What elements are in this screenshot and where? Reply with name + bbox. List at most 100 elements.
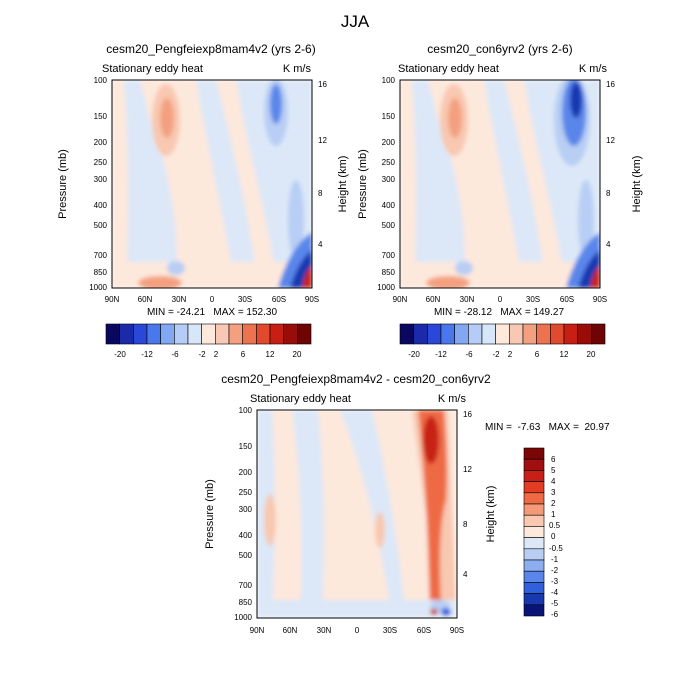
panel-1: cesm20_Pengfeiexp8mam4v2 (yrs 2-6) Stati… <box>57 42 349 359</box>
y-tick-250: 250 <box>239 488 253 497</box>
x-tick-90n: 90N <box>105 295 120 304</box>
colorbar-swatch <box>481 323 496 345</box>
panel-3: cesm20_Pengfeiexp8mam4v2 - cesm20_con6yr… <box>204 372 610 635</box>
x-tick-0: 0 <box>355 626 360 635</box>
height-tick-12: 12 <box>318 136 327 145</box>
y-tick-200: 200 <box>239 468 253 477</box>
colorbar-swatch <box>454 323 469 345</box>
figure-title: JJA <box>341 12 370 31</box>
panel-1-colorbar: -20 -12 -6 -2 2 6 12 20 <box>105 323 312 359</box>
y-tick-850: 850 <box>382 268 396 277</box>
panel-3-x-ticks: 90N 60N 30N 0 30S 60S 90S <box>250 626 464 635</box>
colorbar-swatch <box>523 470 545 482</box>
height-tick-8: 8 <box>318 189 323 198</box>
colorbar-swatch <box>523 503 545 516</box>
cbar-label: -2 <box>492 350 500 359</box>
panel-2-min-max: MIN = -28.12 MAX = 149.27 <box>434 307 565 318</box>
colorbar-swatch <box>523 570 545 583</box>
cbar-label: -6 <box>171 350 179 359</box>
cbar-label: 3 <box>551 488 556 497</box>
height-tick-16: 16 <box>463 410 472 419</box>
x-tick-30n: 30N <box>317 626 332 635</box>
x-tick-90n: 90N <box>250 626 265 635</box>
panel-2-y-label-right: Height (km) <box>631 156 643 213</box>
cbar-label: -12 <box>435 350 447 359</box>
panel-1-y-label-right: Height (km) <box>337 156 349 213</box>
colorbar-swatch <box>523 492 545 505</box>
colorbar-swatch <box>577 323 592 345</box>
panel-2-x-ticks: 90N 60N 30N 0 30S 60S 90S <box>393 295 607 304</box>
panel-2-right-ticks: 16 12 8 4 <box>606 80 615 249</box>
y-tick-100: 100 <box>382 76 396 85</box>
panel-2-y-ticks: 100 150 200 250 300 400 500 700 850 1000 <box>377 76 395 292</box>
height-tick-8: 8 <box>463 520 468 529</box>
panel-2-y-label: Pressure (mb) <box>357 149 369 219</box>
colorbar-swatch <box>201 323 216 345</box>
x-tick-30s: 30S <box>526 295 540 304</box>
colorbar-swatch <box>105 323 120 345</box>
y-tick-400: 400 <box>239 531 253 540</box>
height-tick-12: 12 <box>606 136 615 145</box>
y-tick-700: 700 <box>382 251 396 260</box>
height-tick-8: 8 <box>606 189 611 198</box>
colorbar-swatch <box>523 582 545 594</box>
cbar-label: 12 <box>560 350 569 359</box>
colorbar-swatch <box>228 323 243 345</box>
height-tick-4: 4 <box>463 570 468 579</box>
x-tick-60n: 60N <box>138 295 153 304</box>
colorbar-swatch <box>522 323 537 345</box>
panel-1-right-ticks: 16 12 8 4 <box>318 80 327 249</box>
x-tick-60n: 60N <box>426 295 441 304</box>
panel-2-title: cesm20_con6yrv2 (yrs 2-6) <box>427 42 572 56</box>
panel-3-units: K m/s <box>438 393 467 405</box>
y-tick-500: 500 <box>382 221 396 230</box>
y-tick-250: 250 <box>94 158 108 167</box>
panel-2-colorbar-swatches <box>399 323 606 345</box>
colorbar-swatch <box>187 323 202 345</box>
colorbar-swatch <box>523 514 545 527</box>
cbar-label: -1 <box>551 555 559 564</box>
colorbar-swatch <box>523 526 545 538</box>
panel-3-right-ticks: 16 12 8 4 <box>463 410 472 579</box>
x-tick-30s: 30S <box>238 295 252 304</box>
cbar-label: 6 <box>241 350 246 359</box>
colorbar-swatch <box>523 537 545 550</box>
y-tick-500: 500 <box>239 551 253 560</box>
cbar-label: -20 <box>114 350 126 359</box>
colorbar-swatch <box>242 323 257 345</box>
y-tick-100: 100 <box>239 406 253 415</box>
panel-1-y-label: Pressure (mb) <box>57 149 69 219</box>
colorbar-swatch <box>269 323 284 345</box>
colorbar-swatch <box>256 323 271 345</box>
x-tick-90n: 90N <box>393 295 408 304</box>
colorbar-swatch <box>523 481 545 494</box>
cbar-label: 2 <box>551 499 556 508</box>
colorbar-swatch <box>550 323 565 345</box>
panel-2-units: K m/s <box>579 63 608 75</box>
y-tick-1000: 1000 <box>89 283 107 292</box>
cbar-label: -3 <box>551 577 559 586</box>
cbar-label: 6 <box>535 350 540 359</box>
x-tick-30n: 30N <box>460 295 475 304</box>
x-tick-0: 0 <box>498 295 503 304</box>
panel-1-contour-field <box>112 80 312 288</box>
colorbar-swatch <box>509 323 524 345</box>
cbar-label: 0 <box>551 532 556 541</box>
cbar-label: 2 <box>214 350 219 359</box>
cbar-label: -0.5 <box>549 544 563 553</box>
panel-3-title: cesm20_Pengfeiexp8mam4v2 - cesm20_con6yr… <box>221 372 491 386</box>
y-tick-700: 700 <box>94 251 108 260</box>
colorbar-swatch <box>160 323 175 345</box>
y-tick-400: 400 <box>94 201 108 210</box>
colorbar-swatch <box>174 323 189 345</box>
colorbar-swatch <box>440 323 455 345</box>
x-tick-60s: 60S <box>272 295 286 304</box>
y-tick-300: 300 <box>94 175 108 184</box>
cbar-label: -2 <box>551 566 559 575</box>
colorbar-swatch <box>523 548 545 561</box>
y-tick-100: 100 <box>94 76 108 85</box>
colorbar-swatch <box>146 323 161 345</box>
panel-3-y-label: Pressure (mb) <box>204 479 216 549</box>
colorbar-swatch <box>523 458 545 471</box>
